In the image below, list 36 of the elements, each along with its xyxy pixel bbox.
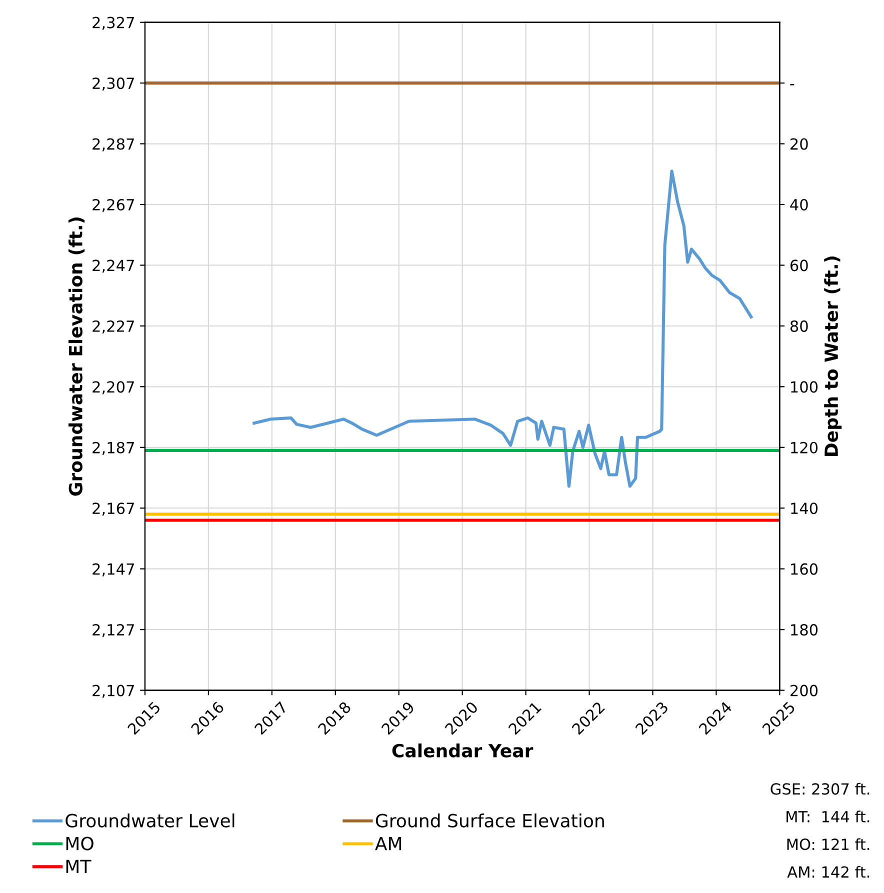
y2-tick-label: 120 (791, 442, 818, 454)
x-axis-title: Calendar Year (392, 744, 534, 758)
y-tick-label: 2,107 (92, 684, 134, 698)
y-tick-label: 2,167 (92, 502, 134, 516)
y2-tick-label: 20 (790, 138, 808, 150)
y2-tick-label: 40 (790, 198, 808, 211)
line-series (252, 170, 753, 488)
text: GSE: 2307 ft. (770, 782, 870, 795)
text: MT: 144 ft. (786, 810, 870, 822)
legend-label: MT (66, 860, 92, 873)
legend-label: Ground Surface Elevation (376, 813, 604, 828)
y-tick-label: 2,227 (92, 320, 134, 334)
y-tick-label: 2,127 (92, 624, 134, 638)
legend-label: AM (375, 836, 402, 850)
text: AM: 142 ft. (787, 866, 870, 878)
y2-tick-label: 80 (790, 320, 808, 332)
y2-tick-label: 200 (790, 684, 818, 696)
y2-tick-label: - (790, 84, 794, 86)
y2-tick-label: 180 (791, 624, 818, 636)
y-tick-label: 2,327 (92, 16, 134, 30)
y-tick-label: 2,207 (92, 381, 134, 394)
y-tick-label: 2,147 (92, 563, 134, 576)
y-tick-label: 2,287 (92, 138, 134, 152)
y2-tick-label: 160 (791, 563, 818, 575)
y2-tick-label: 100 (791, 381, 818, 393)
y-axis-title: Groundwater Elevation (ft.) (68, 218, 85, 496)
y-tick-label: 2,247 (92, 260, 134, 273)
legend-label: Groundwater Level (66, 813, 234, 828)
y-tick-label: 2,307 (92, 78, 134, 91)
y2-tick-label: 140 (791, 502, 818, 514)
y-tick-label: 2,187 (92, 442, 134, 455)
legend-label: MO (66, 836, 94, 850)
y2-tick-label: 60 (790, 260, 808, 272)
y-tick-label: 2,267 (92, 198, 134, 212)
y2-axis-title: Depth to Water (ft.) (824, 256, 842, 456)
text: MO: 121 ft. (787, 838, 870, 850)
